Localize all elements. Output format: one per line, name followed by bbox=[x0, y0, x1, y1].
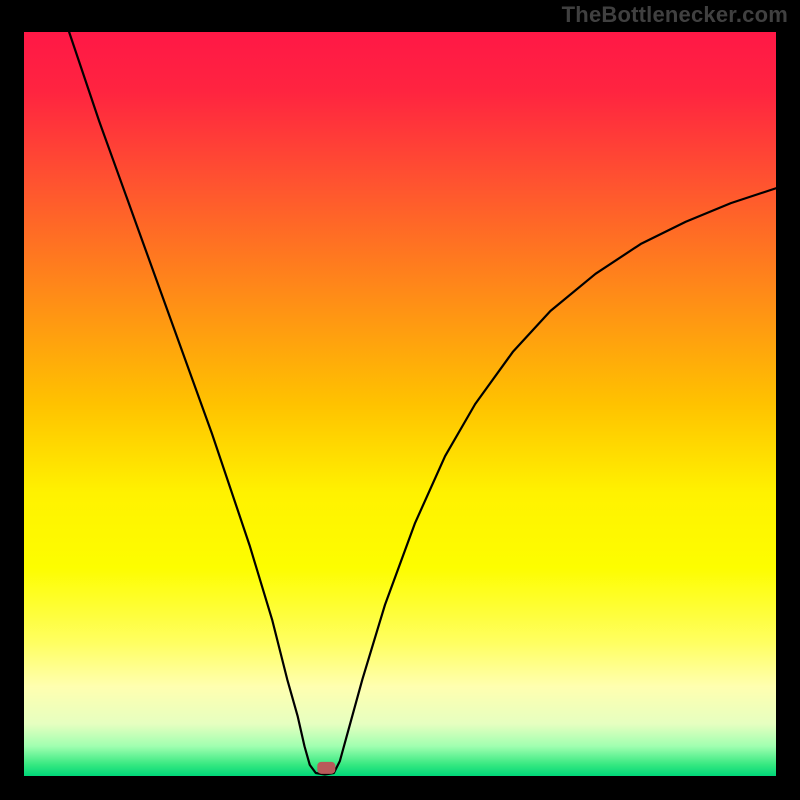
plot-area bbox=[24, 32, 776, 776]
minimum-marker bbox=[317, 762, 335, 774]
watermark-text: TheBottlenecker.com bbox=[562, 2, 788, 28]
gradient-background bbox=[24, 32, 776, 776]
chart-svg bbox=[24, 32, 776, 776]
chart-container: TheBottlenecker.com bbox=[0, 0, 800, 800]
